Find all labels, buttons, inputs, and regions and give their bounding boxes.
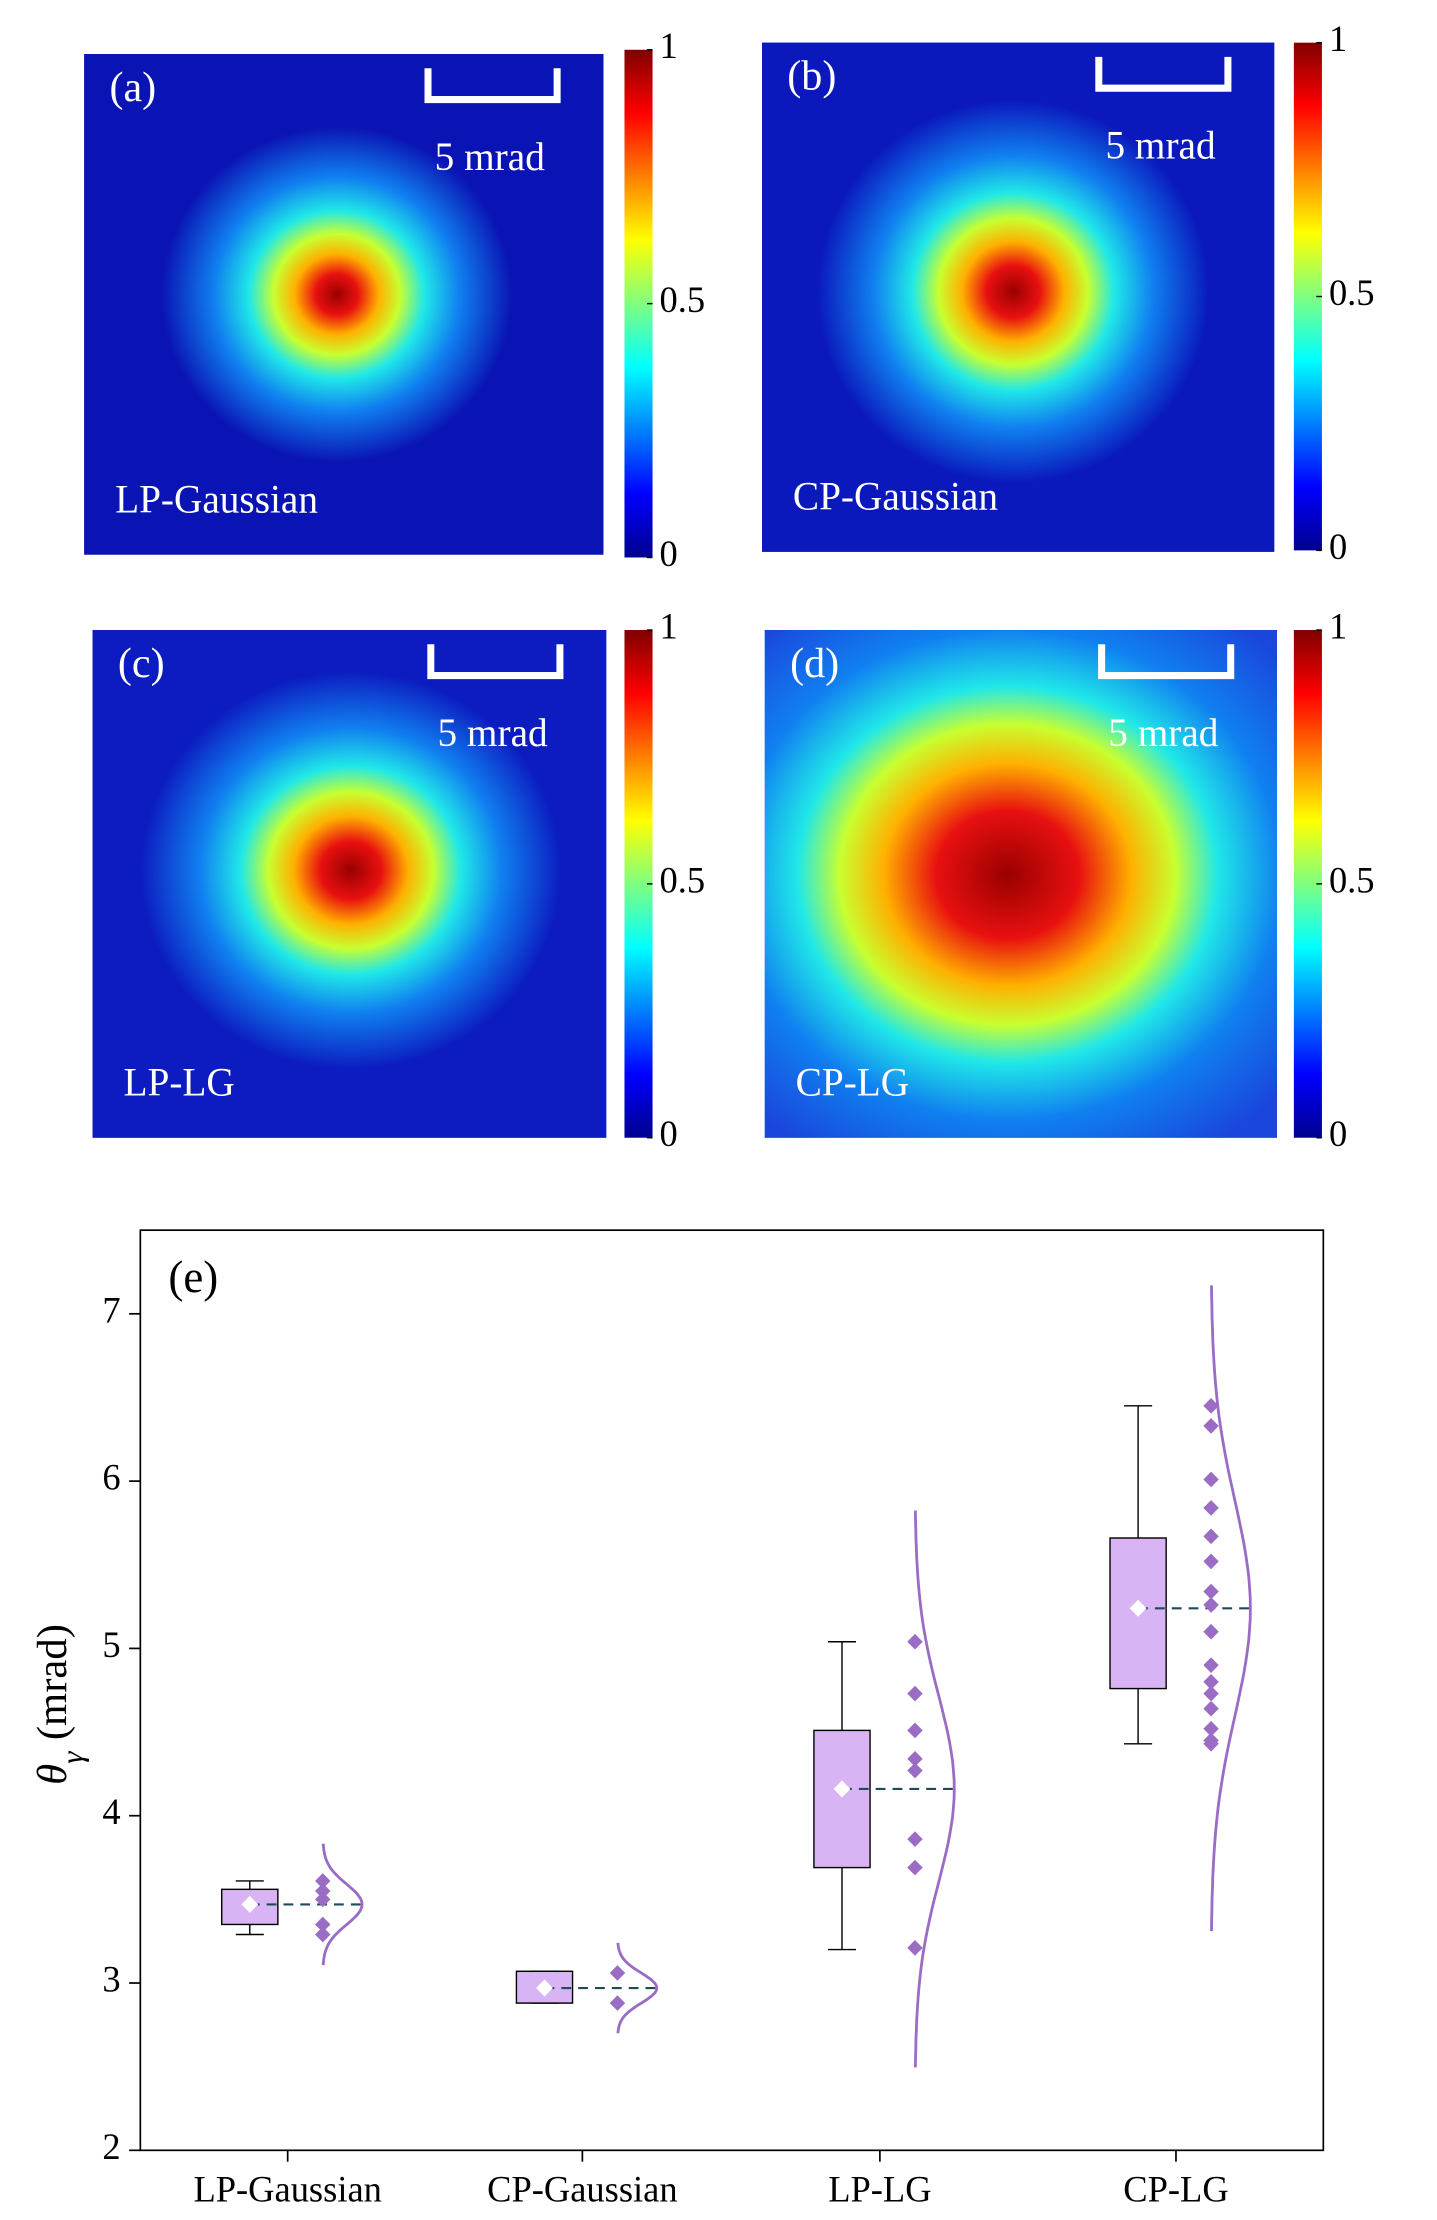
data-point [907,1633,923,1650]
data-point [609,1995,626,2011]
y-label-subscript: γ [55,1751,90,1764]
colorbar-tick-label: 1 [660,25,678,66]
scale-bar [1098,644,1235,680]
mean-marker [833,1780,851,1798]
data-point [907,1762,923,1779]
scale-bar [427,644,564,680]
box [813,1729,871,1869]
colorbar-tick-label: 0.5 [1329,859,1375,900]
panel-label: (c) [118,640,165,687]
data-point [907,1722,923,1739]
data-point [1203,1553,1219,1570]
scale-bar-label: 5 mrad [435,135,545,179]
data-point [1203,1700,1219,1717]
scale-bar [1095,56,1232,92]
data-point [609,1965,626,1981]
data-point [1203,1583,1219,1600]
data-point [1203,1597,1219,1613]
data-point [315,1891,331,1908]
data-point [1203,1720,1219,1737]
data-point [315,1873,331,1889]
data-point [1203,1418,1219,1434]
mean-marker [536,1979,553,1997]
distribution-curve [321,1843,364,1966]
panel-label: (d) [790,640,839,687]
distribution-curve [913,1510,956,2068]
panel-title: LP-LG [123,1060,234,1104]
heatmap-image [762,42,1275,552]
mean-marker [241,1895,259,1913]
mean-marker [1129,1599,1147,1617]
data-point [907,1751,923,1767]
y-label-unit: (mrad) [29,1624,76,1740]
panel-title: LP-Gaussian [115,477,318,521]
y-tick-label: 6 [102,1456,120,1497]
colorbar-tick-label: 1 [1329,18,1347,59]
data-point [1203,1471,1219,1488]
data-point [1203,1500,1219,1516]
scale-bar-label: 5 mrad [1105,123,1215,167]
colorbar-tick-label: 1 [1329,605,1347,646]
panel-label: (a) [109,64,156,111]
data-point [315,1926,331,1943]
colorbar-tick-label: 0.5 [1329,272,1375,313]
panel-title: CP-Gaussian [793,475,998,519]
y-tick-label: 7 [102,1289,120,1330]
scale-bar-label: 5 mrad [1108,711,1218,755]
data-point [1203,1685,1219,1702]
colorbar-tick-label: 0 [660,533,678,574]
scale-bar [424,68,561,104]
y-tick-label: 2 [102,2126,120,2167]
plot-frame [139,1229,1325,2152]
data-point [1203,1528,1219,1545]
colorbar-tick-label: 0 [1329,1113,1347,1154]
distribution-curve [1210,1285,1252,1932]
y-tick-label: 4 [102,1791,120,1832]
panel-label: (e) [168,1252,218,1302]
data-point [907,1685,923,1702]
colorbar-tick-label: 0.5 [660,859,706,900]
data-point [315,1916,331,1933]
distribution-curve [616,1942,659,2034]
x-tick-label: LP-Gaussian [193,2168,381,2209]
data-point [907,1831,923,1847]
heatmap-image [764,630,1278,1138]
heatmap-image [92,630,607,1138]
y-axis-label: θγ (mrad) [29,1624,90,1785]
data-point [1203,1623,1219,1640]
y-label-symbol: θ [29,1764,76,1785]
data-point [1203,1398,1219,1414]
scale-bar-label: 5 mrad [437,711,547,755]
colorbar-tick-label: 0.5 [660,279,706,320]
colorbar-tick-label: 0 [660,1113,678,1154]
x-tick-label: CP-Gaussian [487,2168,677,2209]
data-point [907,1940,923,1956]
y-tick-label: 3 [102,1958,120,1999]
x-tick-label: CP-LG [1123,2168,1228,2209]
data-point [1203,1657,1219,1673]
x-tick-label: LP-LG [828,2168,931,2209]
y-tick-label: 5 [102,1624,120,1665]
data-point [907,1859,923,1876]
heatmap-image [84,54,604,555]
colorbar-tick-label: 1 [660,605,678,646]
panel-label: (b) [787,52,836,99]
panel-title: CP-LG [796,1060,910,1104]
colorbar-tick-label: 0 [1329,526,1347,567]
